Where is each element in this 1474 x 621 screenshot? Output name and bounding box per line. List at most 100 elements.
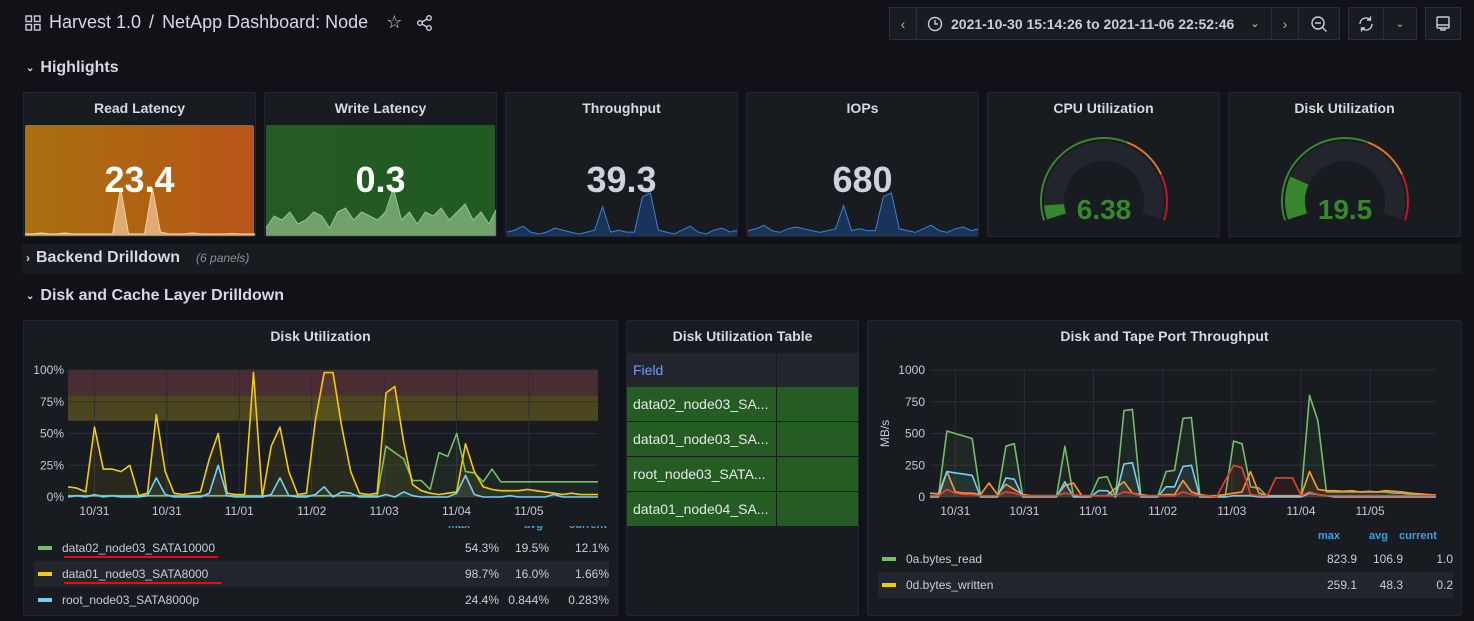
- row-backend-drilldown[interactable]: › Backend Drilldown (6 panels): [22, 244, 1462, 274]
- series-area: [68, 433, 598, 497]
- stat-value: 0.3: [355, 159, 406, 200]
- legend-max: 98.7%: [464, 567, 499, 581]
- table-cell-field[interactable]: root_node03_SATA...: [627, 457, 776, 491]
- sparkline: [25, 187, 255, 236]
- stat-value: 39.3: [586, 159, 657, 200]
- legend-header-max[interactable]: max: [1318, 530, 1341, 542]
- sparkline-line: [747, 192, 978, 233]
- legend-current: 0.283%: [568, 593, 609, 607]
- legend-item[interactable]: data02_node03_SATA10000 54.3% 19.5% 12.1…: [34, 535, 609, 561]
- row-title: Backend Drilldown: [36, 249, 181, 266]
- gauge-panel-disk-utilization: Disk Utilization 19.5: [1228, 92, 1461, 237]
- x-tick-label: 11/03: [1217, 504, 1246, 518]
- legend-color-swatch: [38, 598, 52, 602]
- refresh-interval-dropdown[interactable]: ⌄: [1383, 7, 1417, 40]
- time-forward-button[interactable]: ›: [1271, 7, 1299, 40]
- legend-color-swatch: [38, 546, 52, 550]
- legend-item[interactable]: 0d.bytes_written 259.1 48.3 0.2: [878, 572, 1453, 598]
- panel-title[interactable]: IOPs: [846, 100, 879, 116]
- chevron-down-icon: ⌄: [26, 62, 35, 74]
- legend-current: 12.1%: [574, 541, 609, 555]
- legend-header-current[interactable]: current: [1399, 530, 1437, 542]
- row-disk-cache-drilldown[interactable]: ⌄ Disk and Cache Layer Drilldown: [26, 287, 284, 305]
- panel-title[interactable]: Disk and Tape Port Throughput: [1060, 328, 1269, 344]
- series-line: [68, 432, 598, 497]
- disk-utilization-chart: 0% 25% 50% 75% 100% 10/31 10/31 11/01 11/02 11/03…: [33, 363, 598, 518]
- legend-max: 54.3%: [464, 541, 499, 555]
- panel-title[interactable]: Read Latency: [93, 100, 186, 116]
- gauge-threshold-orange: [1367, 141, 1403, 175]
- sparkline-line: [506, 192, 737, 235]
- series-line: [67, 371, 598, 498]
- x-tick-label: 11/02: [297, 504, 326, 518]
- x-tick-label: 11/04: [442, 504, 471, 518]
- gauge-value: 19.5: [1318, 194, 1373, 225]
- sparkline-line: [265, 186, 496, 229]
- legend-max: 823.9: [1326, 552, 1357, 566]
- dashboards-grid-icon: [25, 14, 41, 31]
- legend-series-name[interactable]: 0a.bytes_read: [906, 552, 983, 566]
- row-highlights[interactable]: ⌄ Highlights: [26, 59, 119, 77]
- sparkline: [747, 192, 978, 236]
- y-tick-label: 1000: [898, 363, 925, 377]
- sparkline: [265, 186, 496, 236]
- x-tick-label: 10/31: [79, 504, 109, 518]
- panel-title[interactable]: Disk Utilization Table: [672, 328, 813, 344]
- sparkline-area: [266, 188, 496, 236]
- tv-mode-button[interactable]: [1425, 7, 1461, 40]
- time-picker-button[interactable]: 2021-10-30 15:14:26 to 2021-11-06 22:52:…: [916, 7, 1272, 40]
- y-tick-label: 0: [918, 490, 925, 504]
- legend-header-current[interactable]: current: [569, 526, 607, 531]
- folder-link[interactable]: Harvest 1.0: [49, 12, 142, 32]
- chevron-down-icon: ⌄: [26, 290, 35, 302]
- chevron-right-icon: ›: [26, 251, 30, 265]
- legend: max avg current data02_node03_SATA10000 …: [24, 526, 617, 615]
- panel-title[interactable]: Disk Utilization: [1294, 100, 1395, 116]
- table-cell-field[interactable]: data01_node03_SA...: [627, 422, 776, 456]
- refresh-icon: [1359, 16, 1373, 31]
- star-icon[interactable]: ☆: [386, 12, 403, 32]
- legend-avg: 16.0%: [514, 567, 549, 581]
- gauge-value: 6.38: [1077, 194, 1132, 225]
- red-underline-annotation: [64, 556, 218, 558]
- zoom-out-button[interactable]: [1298, 7, 1340, 40]
- series-line: [930, 394, 1437, 498]
- series-area: [930, 471, 1436, 497]
- x-tick-label: 11/01: [1079, 504, 1108, 518]
- panel-title[interactable]: CPU Utilization: [1053, 100, 1154, 116]
- gauge-threshold-red: [1160, 173, 1168, 221]
- time-back-button[interactable]: ‹: [889, 7, 917, 40]
- legend-series-name[interactable]: 0d.bytes_written: [906, 578, 994, 592]
- dashboard-title[interactable]: NetApp Dashboard: Node: [162, 12, 369, 32]
- time-range-text: 2021-10-30 15:14:26 to 2021-11-06 22:52:…: [951, 15, 1235, 32]
- panel-title[interactable]: Throughput: [582, 100, 661, 116]
- zoom-out-icon: [1311, 15, 1327, 32]
- sparkline-line: [25, 187, 255, 235]
- legend-max: 259.1: [1326, 578, 1357, 592]
- x-tick-label: 11/01: [225, 504, 254, 518]
- panel-title[interactable]: Disk Utilization: [270, 328, 371, 344]
- legend-color-swatch: [38, 572, 52, 576]
- y-axis-label: MB/s: [878, 420, 892, 447]
- table-cell-field[interactable]: data01_node04_SA...: [627, 492, 776, 526]
- legend-header-avg[interactable]: avg: [524, 526, 543, 531]
- legend-header-avg[interactable]: avg: [1369, 530, 1388, 542]
- legend-series-name[interactable]: data02_node03_SATA10000: [62, 541, 216, 555]
- stat-body: [25, 125, 254, 235]
- gauge-track: [1044, 141, 1164, 220]
- stat-value: 23.4: [104, 159, 175, 200]
- share-icon[interactable]: [416, 14, 434, 32]
- panel-title[interactable]: Write Latency: [334, 100, 427, 116]
- table-cell-field[interactable]: data02_node03_SA...: [627, 387, 776, 421]
- legend-item[interactable]: 0a.bytes_read 823.9 106.9 1.0: [878, 546, 1453, 572]
- refresh-button[interactable]: [1348, 7, 1384, 40]
- legend-header-max[interactable]: max: [448, 526, 470, 531]
- disk-tape-throughput-panel: Disk and Tape Port Throughput 0 250 500 750…: [867, 320, 1462, 616]
- x-tick-label: 10/31: [940, 504, 970, 518]
- legend-series-name[interactable]: root_node03_SATA8000p: [62, 593, 199, 607]
- legend-item[interactable]: root_node03_SATA8000p 24.4% 0.844% 0.283…: [34, 587, 609, 613]
- red-underline-annotation: [64, 582, 222, 584]
- legend-series-name[interactable]: data01_node03_SATA8000: [62, 567, 209, 581]
- legend-item[interactable]: data01_node03_SATA8000 98.7% 16.0% 1.66%: [34, 561, 609, 587]
- column-header-field[interactable]: Field: [633, 362, 664, 378]
